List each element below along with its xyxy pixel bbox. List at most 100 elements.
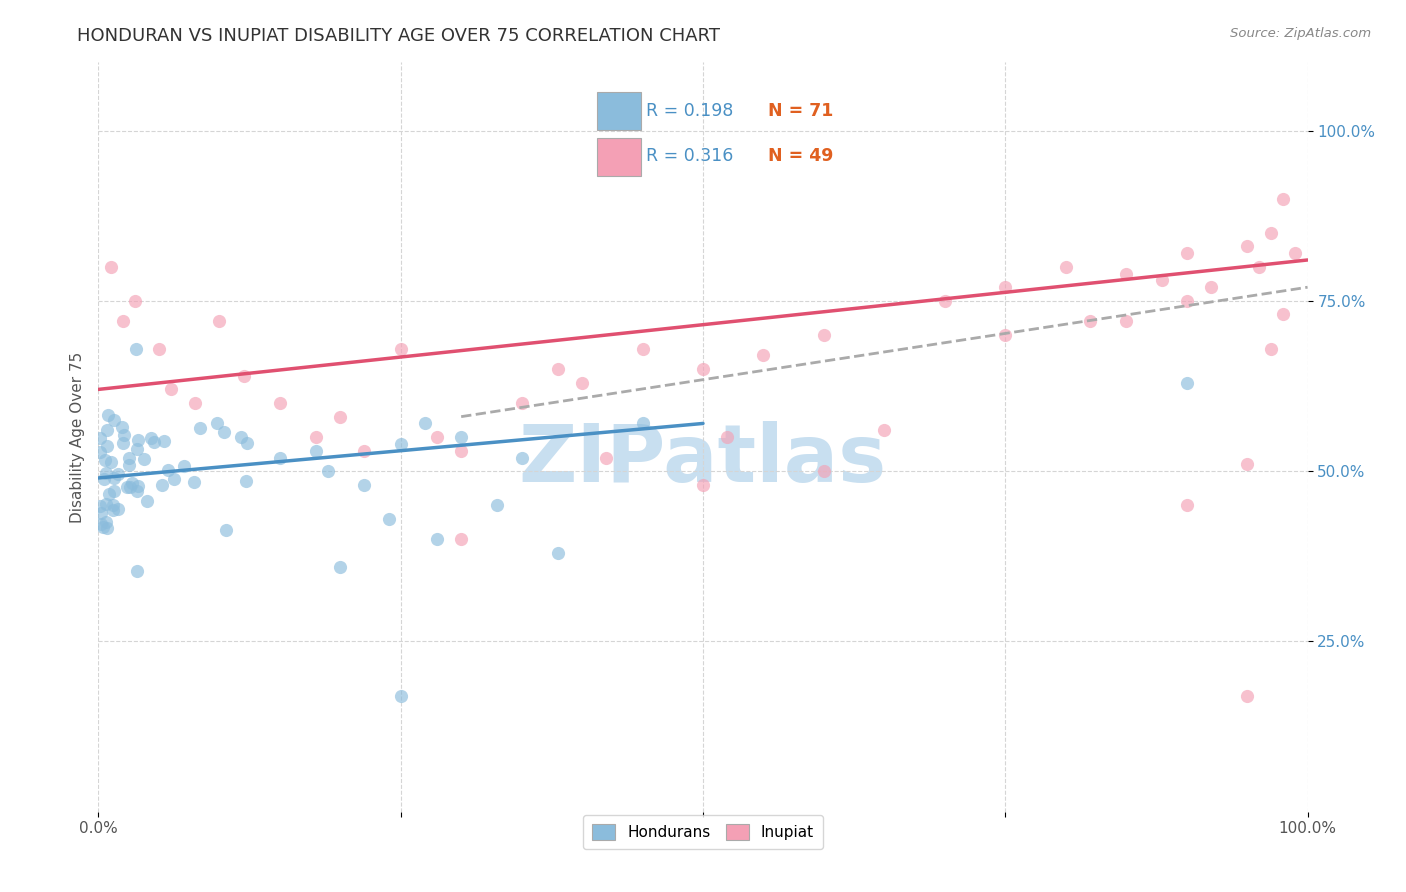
Point: [157, 463, 180, 477]
Point: [205, 417, 228, 431]
Point: [547, 546, 569, 560]
Point: [89, 445, 111, 459]
Point: [188, 421, 211, 435]
Point: [235, 474, 257, 488]
Point: [1284, 246, 1306, 260]
Point: [269, 450, 291, 465]
Point: [127, 479, 149, 493]
Text: ZIPatlas: ZIPatlas: [519, 420, 887, 499]
Point: [215, 524, 238, 538]
Point: [1175, 376, 1198, 390]
Point: [125, 342, 148, 356]
Point: [413, 417, 436, 431]
Point: [97, 408, 120, 422]
Point: [716, 430, 738, 444]
Point: [873, 423, 896, 437]
Point: [1175, 293, 1198, 308]
Point: [752, 348, 775, 362]
Point: [595, 450, 617, 465]
Text: Source: ZipAtlas.com: Source: ZipAtlas.com: [1230, 27, 1371, 40]
Point: [117, 480, 139, 494]
Point: [96, 521, 118, 535]
Point: [100, 260, 122, 274]
Point: [100, 454, 122, 468]
Point: [1236, 239, 1258, 253]
Point: [329, 409, 352, 424]
Point: [163, 472, 186, 486]
Point: [426, 533, 449, 547]
Legend: Hondurans, Inupiat: Hondurans, Inupiat: [583, 814, 823, 849]
Point: [692, 362, 714, 376]
Point: [1078, 314, 1101, 328]
Point: [571, 376, 593, 390]
Point: [813, 327, 835, 342]
Point: [208, 314, 231, 328]
Point: [934, 293, 956, 308]
Point: [316, 464, 339, 478]
Point: [148, 342, 170, 356]
Point: [134, 452, 156, 467]
Point: [101, 503, 124, 517]
Point: [377, 512, 399, 526]
Point: [229, 430, 252, 444]
Point: [631, 342, 654, 356]
Point: [118, 458, 141, 472]
Point: [111, 420, 134, 434]
Point: [1272, 308, 1295, 322]
Point: [547, 362, 569, 376]
Point: [232, 368, 254, 383]
Point: [93, 472, 115, 486]
Point: [94, 515, 117, 529]
Point: [118, 479, 141, 493]
Point: [152, 434, 174, 449]
Point: [136, 493, 159, 508]
Point: [143, 435, 166, 450]
Point: [139, 431, 162, 445]
Point: [103, 471, 125, 485]
Text: HONDURAN VS INUPIAT DISABILITY AGE OVER 75 CORRELATION CHART: HONDURAN VS INUPIAT DISABILITY AGE OVER …: [77, 27, 720, 45]
Point: [994, 280, 1017, 294]
Point: [107, 502, 129, 516]
Point: [1115, 314, 1137, 328]
Point: [96, 423, 118, 437]
Point: [1054, 260, 1077, 274]
Point: [214, 425, 236, 439]
Point: [124, 293, 146, 308]
Point: [1115, 267, 1137, 281]
Point: [125, 484, 148, 499]
Point: [111, 314, 134, 328]
Point: [94, 453, 117, 467]
Point: [235, 435, 257, 450]
Point: [173, 459, 195, 474]
Point: [103, 484, 125, 499]
Point: [96, 439, 118, 453]
Point: [1175, 498, 1198, 512]
Point: [1175, 246, 1198, 260]
Point: [1236, 689, 1258, 703]
Point: [91, 520, 114, 534]
Point: [305, 443, 328, 458]
Point: [994, 327, 1017, 342]
Point: [353, 443, 375, 458]
Point: [89, 499, 111, 513]
Point: [160, 383, 183, 397]
Point: [184, 396, 207, 410]
Point: [90, 507, 112, 521]
Point: [150, 478, 173, 492]
Point: [510, 396, 533, 410]
Point: [97, 487, 120, 501]
Point: [1260, 342, 1282, 356]
Point: [1152, 273, 1174, 287]
Point: [127, 433, 149, 447]
Point: [94, 497, 117, 511]
Point: [426, 430, 449, 444]
Point: [486, 498, 509, 512]
Point: [125, 564, 148, 578]
Point: [692, 477, 714, 491]
Point: [813, 464, 835, 478]
Point: [450, 443, 472, 458]
Point: [1260, 226, 1282, 240]
Point: [118, 451, 141, 466]
Point: [90, 517, 112, 532]
Point: [121, 475, 143, 490]
